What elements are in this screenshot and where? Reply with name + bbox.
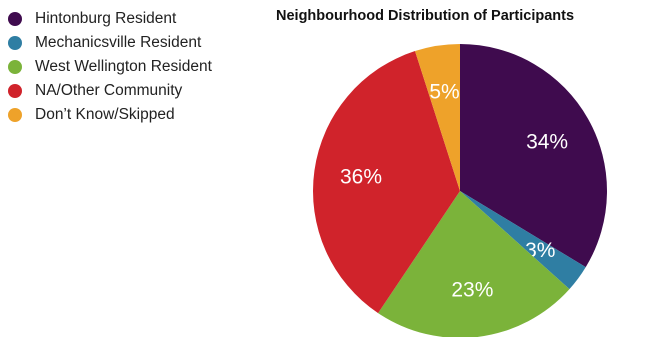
legend-label-west-wellington: West Wellington Resident: [35, 58, 212, 75]
legend-swatch-other-community: [8, 84, 22, 98]
legend-swatch-dont-know: [8, 108, 22, 122]
slice-label-hintonburg: 34%: [526, 130, 568, 153]
legend-swatch-west-wellington: [8, 60, 22, 74]
legend-label-dont-know: Don’t Know/Skipped: [35, 106, 175, 123]
slice-label-other-community: 36%: [340, 166, 382, 189]
chart-legend: Hintonburg Resident Mechanicsville Resid…: [8, 7, 212, 127]
legend-label-mechanicsville: Mechanicsville Resident: [35, 34, 202, 51]
legend-item-mechanicsville: Mechanicsville Resident: [8, 31, 212, 55]
pie-slice-mechanicsville: [460, 191, 586, 290]
chart-title: Neighbourhood Distribution of Participan…: [276, 8, 575, 24]
legend-item-hintonburg: Hintonburg Resident: [8, 7, 212, 31]
legend-label-other-community: NA/Other Community: [35, 82, 183, 99]
pie-slice-dont-know: [415, 44, 460, 191]
legend-item-west-wellington: West Wellington Resident: [8, 55, 212, 79]
legend-item-dont-know: Don’t Know/Skipped: [8, 103, 212, 127]
legend-swatch-mechanicsville: [8, 36, 22, 50]
legend-item-other-community: NA/Other Community: [8, 79, 212, 103]
pie-slice-hintonburg: [460, 44, 607, 268]
legend-label-hintonburg: Hintonburg Resident: [35, 10, 177, 27]
slice-label-west-wellington: 23%: [451, 279, 493, 302]
pie-slice-other-community: [312, 51, 460, 314]
pie-slice-west-wellington: [378, 191, 570, 337]
slice-label-dont-know: 5%: [429, 81, 459, 104]
legend-swatch-hintonburg: [8, 12, 22, 26]
